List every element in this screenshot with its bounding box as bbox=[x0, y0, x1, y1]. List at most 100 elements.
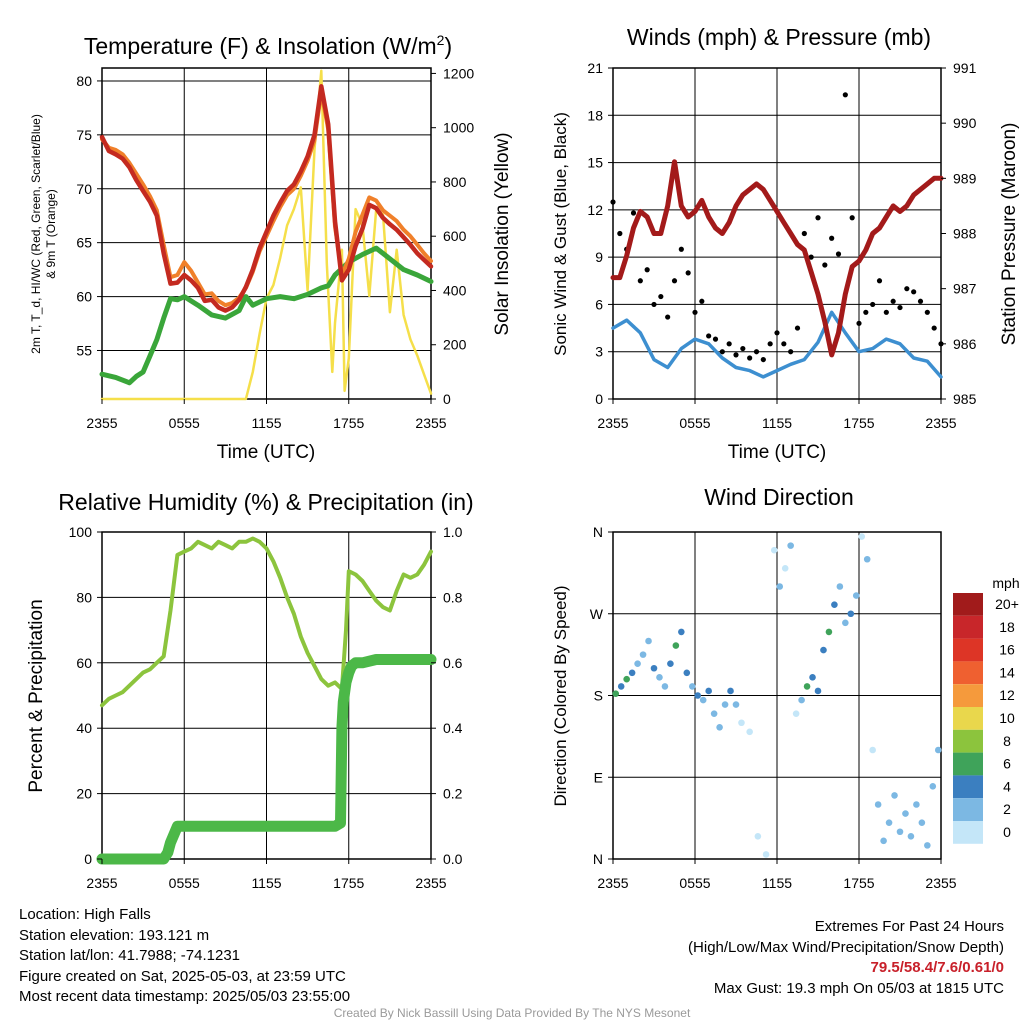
wind-direction-point bbox=[874, 801, 882, 808]
legend-swatch bbox=[953, 707, 983, 730]
wind-direction-point bbox=[623, 675, 630, 683]
wind-direction-point bbox=[831, 601, 838, 608]
y2-tick-label: 0.6 bbox=[443, 655, 463, 671]
legend-label: 16 bbox=[999, 642, 1015, 658]
gust-point bbox=[644, 267, 650, 273]
legend-label: 20+ bbox=[995, 596, 1019, 612]
winds-title: Winds (mph) & Pressure (mb) bbox=[627, 24, 931, 50]
legend-label: 0 bbox=[1003, 824, 1011, 840]
credit-line: Created By Nick Bassill Using Data Provi… bbox=[333, 1006, 691, 1020]
y-tick-label: 21 bbox=[587, 60, 603, 76]
gust-point bbox=[904, 286, 910, 292]
y2-tick-label: 600 bbox=[443, 228, 467, 244]
temperature-xlabel: Time (UTC) bbox=[217, 442, 316, 463]
gust-point bbox=[829, 235, 835, 241]
y2-tick-label: 985 bbox=[953, 391, 977, 407]
wind-direction-point bbox=[667, 660, 674, 668]
wind-direction-point bbox=[754, 832, 762, 840]
gust-point bbox=[719, 349, 725, 355]
y-tick-label: 55 bbox=[76, 342, 92, 358]
y-tick-label: 80 bbox=[76, 73, 92, 89]
wind-direction-point bbox=[918, 819, 926, 826]
gust-point bbox=[924, 309, 930, 315]
legend-label: 10 bbox=[999, 710, 1015, 726]
gust-point bbox=[760, 356, 766, 363]
wind-direction-point bbox=[781, 565, 789, 572]
legend-swatch bbox=[953, 684, 983, 707]
y-tick-label: 65 bbox=[76, 235, 92, 251]
y2-tick-label: 0.4 bbox=[443, 720, 463, 736]
wind-direction-point bbox=[762, 851, 770, 858]
y2-tick-label: 0.0 bbox=[443, 851, 463, 867]
gust-point bbox=[651, 301, 657, 308]
winds-panel: Winds (mph) & Pressure (mb) 2355 0555 1155… bbox=[551, 24, 1020, 463]
gust-point bbox=[726, 341, 732, 347]
insolation-line bbox=[100, 69, 433, 401]
gust-point bbox=[637, 278, 643, 284]
gust-point bbox=[630, 210, 637, 216]
y2-tick-label: 986 bbox=[953, 336, 977, 352]
x-tick-label: 2355 bbox=[415, 415, 446, 431]
y2-tick-label: 1000 bbox=[443, 120, 474, 136]
x-tick-label: 0555 bbox=[169, 415, 200, 431]
wind-direction-point bbox=[678, 628, 685, 636]
gust-point bbox=[747, 355, 753, 361]
legend-label: 6 bbox=[1003, 756, 1011, 772]
wind-direction-point bbox=[858, 533, 866, 540]
y-tick-label: S bbox=[594, 688, 603, 704]
wind-direction-point bbox=[710, 710, 718, 717]
y-tick-label: W bbox=[590, 606, 604, 622]
temperature-title: Temperature (F) & Insolation (W/m2) bbox=[84, 32, 452, 59]
legend-swatch bbox=[953, 798, 983, 821]
legend-swatch bbox=[953, 752, 983, 776]
y-tick-label: 75 bbox=[76, 127, 92, 143]
gust-point bbox=[931, 325, 937, 331]
legend-label: 2 bbox=[1003, 801, 1011, 817]
y-tick-label: 6 bbox=[595, 296, 603, 312]
gust-point bbox=[767, 341, 773, 347]
station-elevation: Station elevation: 193.121 m bbox=[19, 926, 210, 944]
extremes-values: 79.5/58.4/7.6/0.61/0 bbox=[870, 959, 1004, 976]
station-info: Location: High Falls Station elevation: … bbox=[19, 905, 350, 1008]
y-tick-label: 60 bbox=[76, 289, 92, 305]
gust-point bbox=[665, 314, 671, 320]
wind-direction-point bbox=[770, 546, 778, 554]
wind-direction-point bbox=[792, 710, 800, 717]
y-tick-label: 3 bbox=[595, 344, 603, 360]
wind-direction-point bbox=[645, 637, 652, 645]
x-tick-label: 1155 bbox=[762, 875, 792, 891]
wind-direction-point bbox=[699, 696, 707, 704]
extremes-title: Extremes For Past 24 Hours bbox=[814, 918, 1004, 935]
gust-point bbox=[815, 215, 821, 221]
pressure-line bbox=[610, 159, 944, 358]
y-tick-label: 18 bbox=[587, 107, 603, 123]
wind-direction-point bbox=[934, 746, 942, 754]
gust-point bbox=[788, 349, 794, 355]
station-latlon: Station lat/lon: 41.7988; -74.1231 bbox=[19, 947, 241, 964]
gust-point bbox=[781, 341, 787, 347]
y2-tick-label: 0 bbox=[443, 391, 451, 407]
wind-direction-point bbox=[924, 842, 931, 849]
x-tick-label: 2355 bbox=[86, 875, 117, 891]
humidity-ylabel: Percent & Precipitation bbox=[26, 599, 47, 792]
wind-direction-point bbox=[776, 583, 784, 590]
wind-direction-point bbox=[907, 832, 915, 840]
y2-tick-label: 987 bbox=[953, 281, 977, 297]
gust-point bbox=[808, 254, 814, 260]
gust-point bbox=[794, 325, 801, 331]
gust-point bbox=[863, 309, 869, 315]
gust-point bbox=[835, 251, 842, 257]
temperature-ylabel-line1: 2m T, T_d, HI/WC (Red, Green, Scarlet/Bl… bbox=[29, 114, 43, 354]
y2-tick-label: 1200 bbox=[443, 65, 474, 81]
y-tick-label: 100 bbox=[69, 524, 93, 540]
y2-tick-label: 0.2 bbox=[443, 786, 463, 802]
extremes-info: Extremes For Past 24 Hours (High/Low/Max… bbox=[688, 917, 1004, 999]
gust-point bbox=[671, 278, 678, 284]
wind-direction-point bbox=[661, 683, 669, 690]
y-tick-label: 20 bbox=[76, 786, 92, 802]
wind-direction-point bbox=[825, 628, 833, 636]
gust-point bbox=[774, 330, 780, 336]
gust-point bbox=[706, 333, 712, 339]
gust-point bbox=[876, 278, 883, 284]
wind-direction-point bbox=[628, 669, 636, 677]
